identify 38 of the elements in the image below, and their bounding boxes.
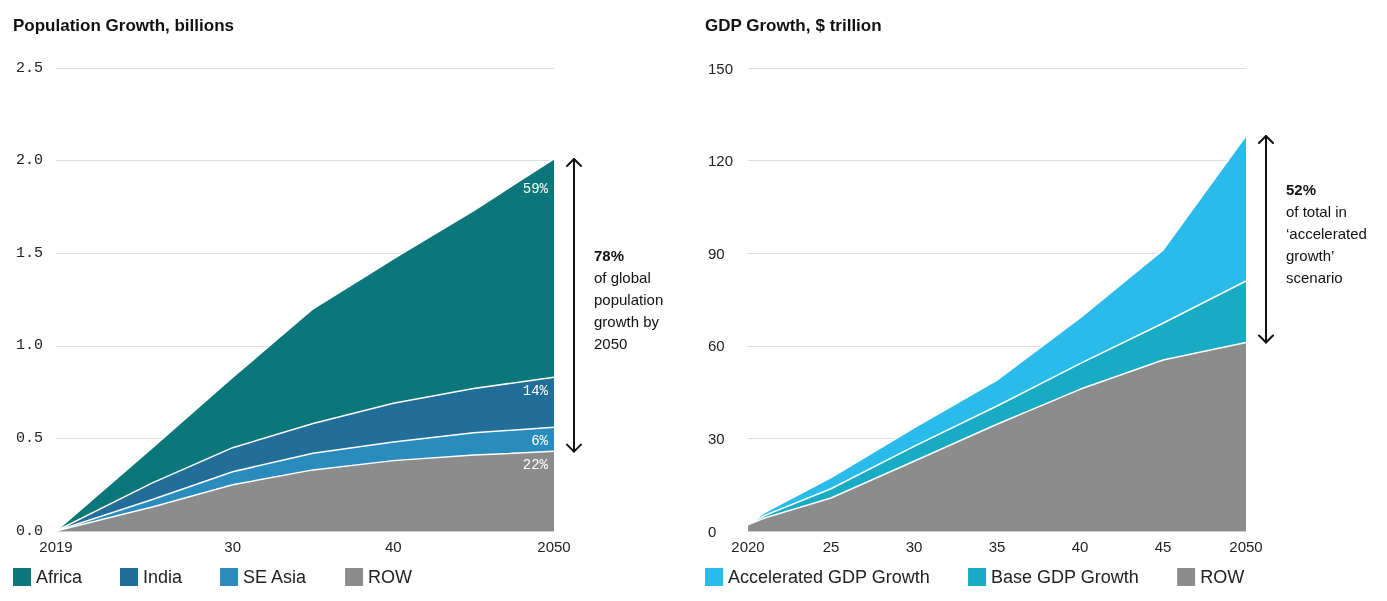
legend-label: India <box>143 567 184 587</box>
x-tick-label: 40 <box>1071 538 1089 555</box>
legend-label: ROW <box>1200 567 1245 587</box>
x-tick-label: 2020 <box>731 538 765 555</box>
legend-label: SE Asia <box>243 567 308 587</box>
y-tick-label: 2.0 <box>16 152 44 170</box>
annotation: 14% <box>522 383 549 400</box>
y-tick-label: 1.0 <box>16 337 44 355</box>
x-tick-label: 40 <box>385 538 402 555</box>
chart-title: GDP Growth, $ trillion <box>705 16 882 35</box>
text: 78% of global population growth by 2050 <box>594 246 665 355</box>
y-tick-label: 150 <box>708 59 734 77</box>
y-tick-label: 0 <box>708 522 717 540</box>
y-tick-label: 2.5 <box>16 59 44 77</box>
x-tick-label: 45 <box>1154 538 1172 555</box>
annotation: 22% <box>522 457 549 474</box>
y-tick-label: 0.5 <box>16 429 44 447</box>
text: 52% of total in ‘accelerated growth’ scenario <box>1286 180 1368 289</box>
legend-label: Accelerated GDP Growth <box>728 567 930 587</box>
y-tick-label: 120 <box>708 152 734 170</box>
x-tick-label: 30 <box>905 538 923 555</box>
legend-label: Base GDP Growth <box>991 567 1139 587</box>
annotation: 6% <box>531 433 549 450</box>
legend-label: Africa <box>36 567 83 587</box>
legend-label: ROW <box>368 567 413 587</box>
x-tick-label: 35 <box>988 538 1006 555</box>
chart-title: Population Growth, billions <box>13 16 234 35</box>
y-tick-label: 30 <box>708 429 725 447</box>
x-tick-label: 2050 <box>537 538 571 555</box>
y-tick-label: 0.0 <box>16 522 44 540</box>
x-tick-label: 2050 <box>1229 538 1263 555</box>
x-tick-label: 25 <box>822 538 840 555</box>
y-tick-label: 1.5 <box>16 244 44 262</box>
x-tick-label: 2019 <box>39 538 73 555</box>
y-tick-label: 90 <box>708 244 725 262</box>
annotation: 59% <box>522 180 549 197</box>
x-tick-label: 30 <box>224 538 242 555</box>
y-tick-label: 60 <box>708 337 725 355</box>
